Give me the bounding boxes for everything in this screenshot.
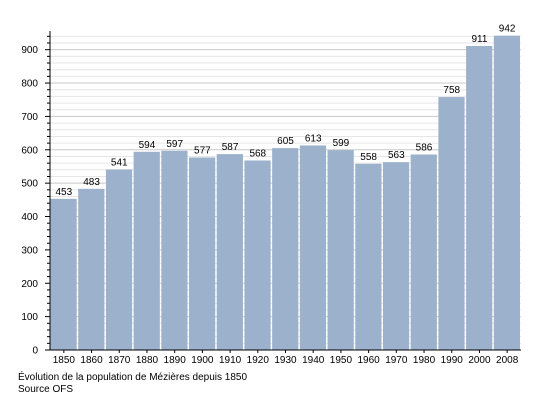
bar-1890 — [161, 150, 188, 350]
y-tick-label-400: 400 — [21, 212, 38, 223]
data-label-1920: 568 — [249, 148, 266, 159]
bar-1920 — [244, 160, 271, 350]
data-label-1930: 605 — [277, 136, 294, 147]
x-tick-label-1910: 1910 — [219, 355, 242, 366]
y-tick-label-600: 600 — [21, 145, 38, 156]
x-axis: 1850 1860 1870 1880 1890 1900 1910 1920 1930 1940… — [50, 349, 521, 366]
x-tick-label-1900: 1900 — [191, 355, 214, 366]
y-tick-label-500: 500 — [21, 179, 38, 190]
y-tick-label-100: 100 — [21, 312, 38, 323]
data-label-1900: 577 — [194, 145, 211, 156]
x-tick-label-1890: 1890 — [164, 355, 187, 366]
y-tick-label-700: 700 — [21, 112, 38, 123]
y-tick-label-800: 800 — [21, 79, 38, 90]
x-tick-label-1960: 1960 — [357, 355, 380, 366]
bar-1960 — [355, 163, 382, 350]
x-tick-label-1860: 1860 — [80, 355, 103, 366]
x-tick-label-1940: 1940 — [302, 355, 325, 366]
data-label-1880: 594 — [139, 140, 156, 151]
bar-1980 — [410, 154, 437, 350]
bar-1940 — [299, 145, 327, 350]
bar-1950 — [327, 150, 354, 350]
y-tick-label-200: 200 — [21, 279, 38, 290]
bar-1900 — [189, 157, 216, 350]
data-label-1940: 613 — [305, 133, 322, 144]
x-tick-label-1930: 1930 — [274, 355, 297, 366]
bar-1990 — [438, 97, 465, 350]
data-label-1950: 599 — [333, 138, 350, 149]
bars — [50, 35, 520, 351]
bar-chart: 0 100 200 300 400 500 600 700 800 900 1850 1860 187… — [21, 24, 521, 366]
x-tick-label-1980: 1980 — [413, 355, 436, 366]
y-tick-label-0: 0 — [32, 346, 38, 357]
bar-1970 — [382, 162, 410, 350]
x-tick-label-1950: 1950 — [330, 355, 353, 366]
bar-1860 — [78, 188, 105, 350]
bar-1850 — [50, 198, 77, 350]
y-axis: 0 100 200 300 400 500 600 700 800 900 — [21, 31, 51, 357]
bar-1880 — [133, 151, 160, 350]
x-tick-label-1870: 1870 — [108, 355, 131, 366]
data-label-1870: 541 — [111, 157, 128, 168]
x-tick-label-1920: 1920 — [247, 355, 270, 366]
bar-2000 — [466, 46, 493, 351]
data-label-1970: 563 — [388, 150, 405, 161]
x-tick-label-1880: 1880 — [136, 355, 159, 366]
y-tick-label-300: 300 — [21, 245, 38, 256]
data-label-1960: 558 — [360, 152, 377, 163]
bar-2008 — [493, 35, 520, 351]
chart-caption: Évolution de la population de Mézières d… — [18, 372, 248, 383]
bar-1930 — [272, 148, 299, 350]
y-tick-label-900: 900 — [21, 45, 38, 56]
data-label-1990: 758 — [443, 85, 460, 96]
data-label-1980: 586 — [416, 142, 433, 153]
data-labels: 453 483 541 594 597 577 587 568 605 613 599 558 563 5… — [56, 24, 516, 198]
data-label-1850: 453 — [56, 187, 73, 198]
data-label-2000: 911 — [471, 34, 487, 45]
bar-1870 — [105, 169, 133, 350]
x-tick-label-1970: 1970 — [385, 355, 408, 366]
source-note: Source OFS — [18, 384, 74, 395]
data-label-1860: 483 — [83, 177, 100, 188]
bar-1910 — [216, 154, 243, 350]
data-label-1910: 587 — [222, 142, 239, 153]
x-tick-label-2000: 2000 — [468, 355, 491, 366]
x-tick-label-1850: 1850 — [53, 355, 76, 366]
x-tick-label-2008: 2008 — [496, 355, 519, 366]
data-label-1890: 597 — [166, 139, 183, 150]
data-label-2008: 942 — [499, 24, 516, 35]
x-tick-label-1990: 1990 — [441, 355, 464, 366]
